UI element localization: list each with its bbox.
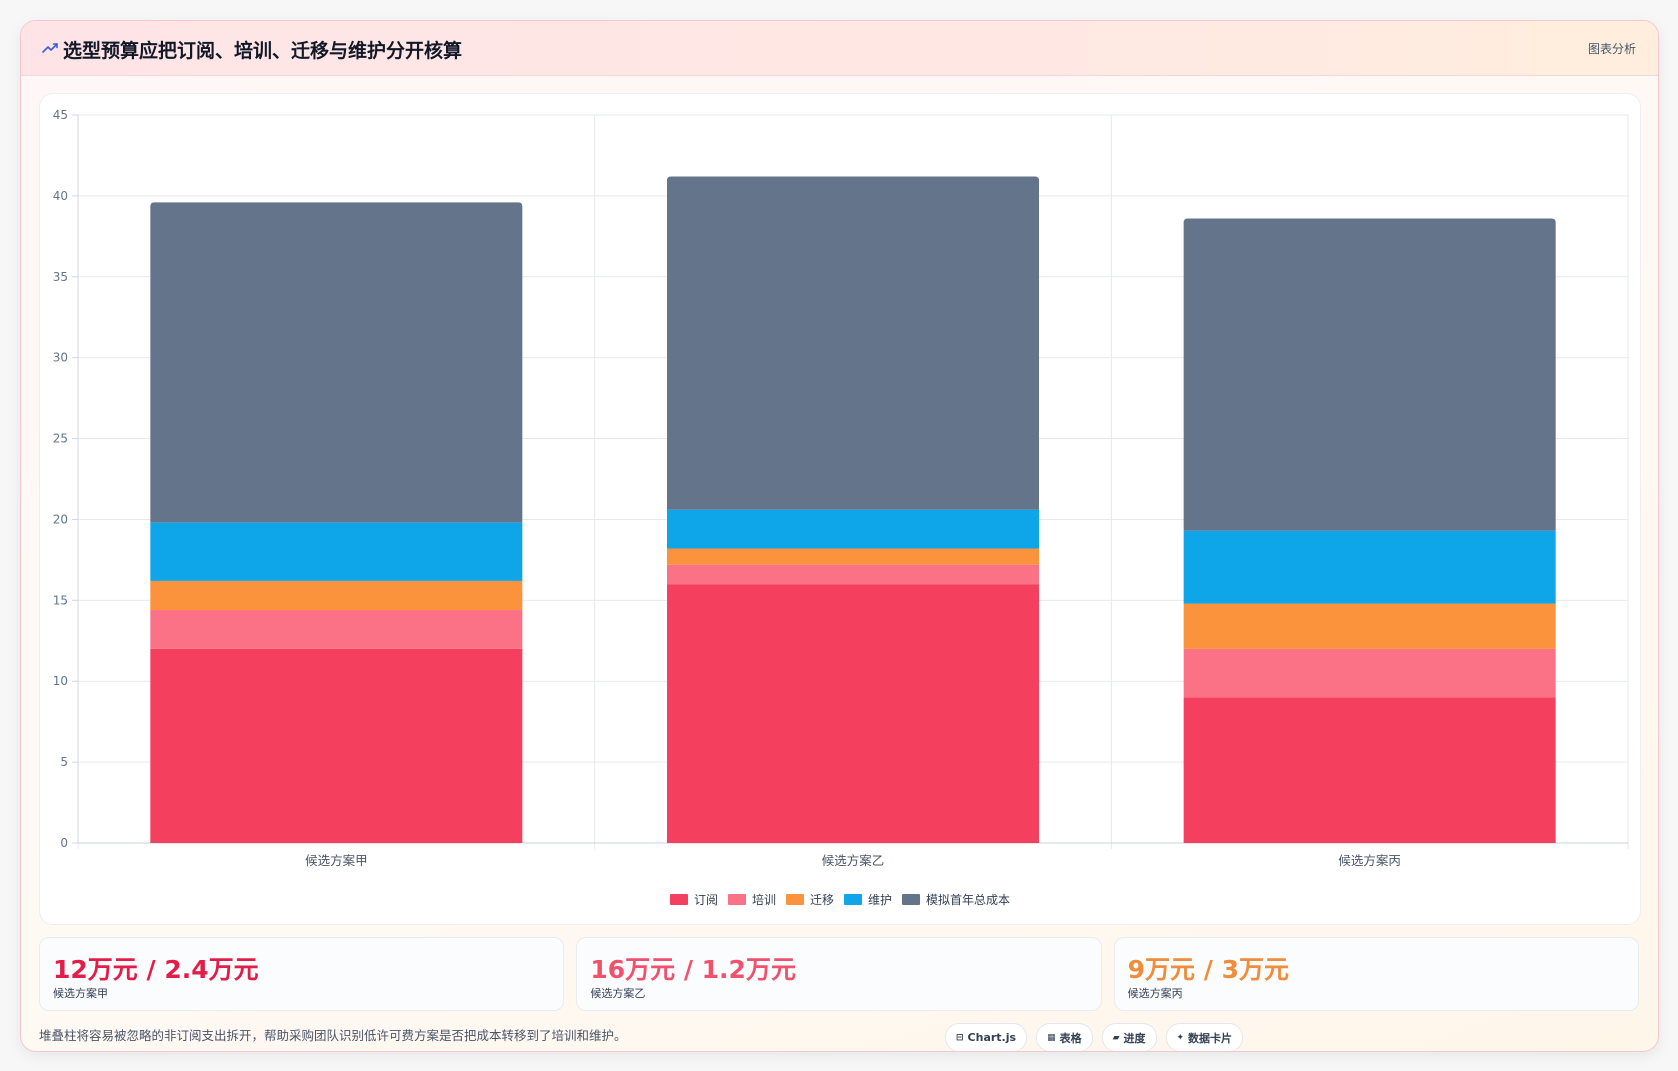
feature-badge[interactable]: ▰ 进度 [1101, 1023, 1157, 1051]
badge-label: 进度 [1123, 1031, 1146, 1045]
y-tick-label: 20 [53, 512, 68, 526]
stat-value: 12万元 / 2.4万元 [53, 955, 259, 984]
feature-badges: ⊟ Chart.js ▦ 表格 ▰ 进度 ✦ 数据卡片 [945, 1023, 1244, 1051]
badge-icon: ⊟ [956, 1032, 964, 1043]
badge-icon: ▦ [1047, 1032, 1056, 1043]
page-title: 选型预算应把订阅、培训、迁移与维护分开核算 [63, 40, 463, 62]
chart-legend: 订阅 培训 迁移 维护 模拟首年总成本 [40, 890, 1640, 908]
bar-segment [150, 610, 523, 649]
legend-label: 订阅 [693, 892, 718, 907]
chart-analysis-tag: 图表分析 [1587, 42, 1636, 56]
badge-icon: ▰ [1112, 1032, 1120, 1043]
stat-label: 候选方案乙 [590, 987, 646, 1000]
x-tick-label: 候选方案丙 [1338, 853, 1401, 868]
bar-segment [667, 509, 1039, 549]
bar-segment [1183, 697, 1556, 843]
bar-segment [667, 548, 1039, 565]
stat-card: 9万元 / 3万元候选方案丙 [1113, 937, 1639, 1011]
legend-item[interactable]: 模拟首年总成本 [902, 891, 1010, 908]
legend-item[interactable]: 维护 [844, 891, 892, 908]
legend-swatch [669, 893, 688, 905]
feature-badge[interactable]: ▦ 表格 [1036, 1023, 1093, 1051]
stat-card: 16万元 / 1.2万元候选方案乙 [576, 937, 1102, 1011]
x-tick-label: 候选方案甲 [305, 853, 368, 868]
stat-cards: 12万元 / 2.4万元 候选方案甲 16万元 / 1.2万元 候选方案乙 9万元 / … [39, 937, 1639, 1011]
bar-segment [1183, 218, 1556, 531]
bar-segment [667, 176, 1039, 510]
feature-badge[interactable]: ✦ 数据卡片 [1165, 1023, 1244, 1051]
legend-swatch [902, 893, 921, 905]
legend-swatch [727, 893, 746, 905]
legend-label: 培训 [751, 892, 776, 907]
bar-segment [150, 648, 523, 843]
y-tick-label: 40 [53, 189, 68, 203]
legend-item[interactable]: 迁移 [785, 891, 834, 908]
stat-card: 12万元 / 2.4万元候选方案甲 [39, 937, 565, 1011]
badge-icon: ✦ [1176, 1032, 1185, 1043]
chart-card: 选型预算应把订阅、培训、迁移与维护分开核算 图表分析 0 5 10 15 20 25 30 3… [20, 20, 1659, 1052]
badge-label: 数据卡片 [1188, 1031, 1233, 1045]
y-tick-label: 45 [53, 108, 68, 122]
legend-swatch [785, 893, 804, 905]
card-header: 选型预算应把订阅、培训、迁移与维护分开核算 图表分析 [21, 21, 1658, 76]
feature-badge[interactable]: ⊟ Chart.js [945, 1023, 1028, 1051]
stat-label: 候选方案丙 [1127, 987, 1183, 1000]
y-tick-label: 0 [60, 836, 68, 850]
bar-segment [1183, 648, 1556, 698]
stacked-bar-chart: 0 5 10 15 20 25 30 35 40 45 候选方案甲 候选方案乙 候选方案丙 [53, 108, 1629, 868]
x-tick-label: 候选方案乙 [822, 853, 885, 868]
bar-segment [150, 580, 523, 611]
y-tick-label: 5 [60, 755, 68, 769]
trend-icon [42, 43, 58, 53]
legend-label: 迁移 [809, 892, 834, 907]
bar-segment [1183, 530, 1556, 604]
stat-label: 候选方案甲 [53, 987, 108, 1000]
bar-segment [150, 202, 523, 523]
y-tick-label: 10 [53, 674, 68, 688]
y-tick-label: 35 [53, 270, 68, 284]
legend-label: 模拟首年总成本 [926, 892, 1011, 907]
chart-footnote: 堆叠柱将容易被忽略的非订阅支出拆开，帮助采购团队识别低许可费方案是否把成本转移到… [39, 1028, 627, 1043]
bar-segment [150, 522, 523, 581]
y-tick-label: 15 [53, 593, 68, 607]
badge-label: Chart.js [967, 1031, 1017, 1044]
y-tick-label: 25 [53, 432, 68, 446]
bar-segment [667, 584, 1039, 843]
bar-segment [1183, 603, 1556, 649]
bar-segment [667, 564, 1039, 585]
chart-panel: 0 5 10 15 20 25 30 35 40 45 候选方案甲 候选方案乙 候选方案丙 订阅 培训 迁移… [39, 93, 1641, 925]
stat-value: 9万元 / 3万元 [1127, 955, 1289, 984]
legend-item[interactable]: 订阅 [669, 891, 718, 908]
legend-label: 维护 [868, 892, 893, 907]
legend-swatch [844, 893, 862, 905]
legend-item[interactable]: 培训 [727, 891, 776, 908]
y-tick-label: 30 [53, 351, 68, 365]
badge-label: 表格 [1059, 1031, 1082, 1045]
stat-value: 16万元 / 1.2万元 [590, 955, 796, 984]
